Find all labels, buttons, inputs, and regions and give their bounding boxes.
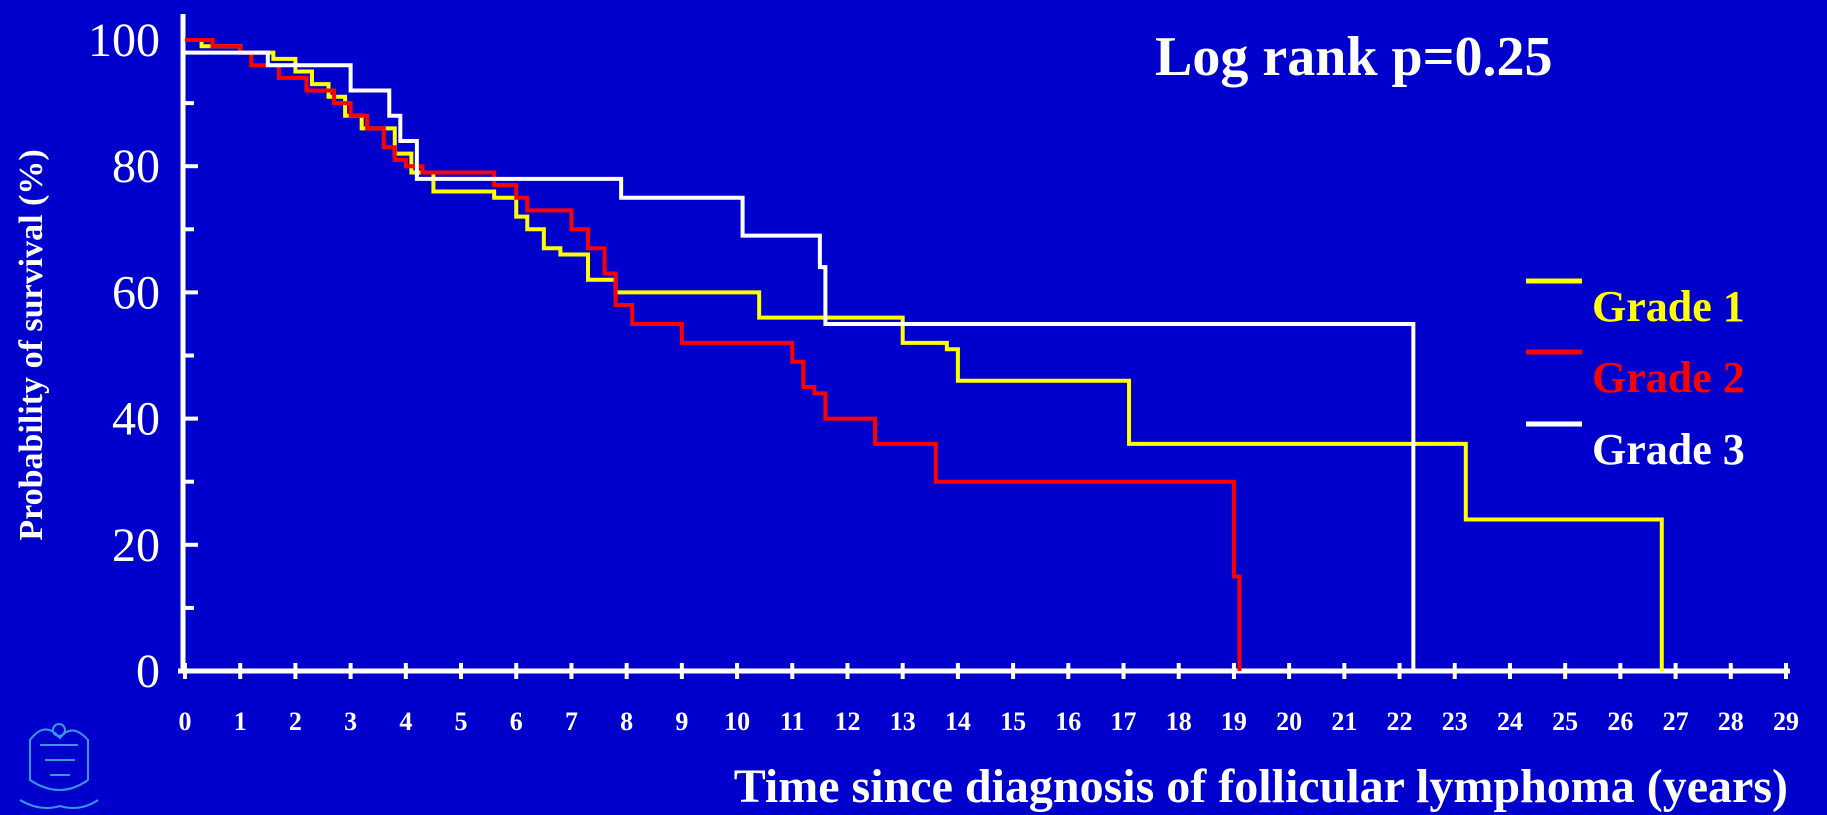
x-tick-label: 24 <box>1497 707 1523 736</box>
x-tick-label: 17 <box>1111 707 1137 736</box>
x-tick-label: 9 <box>675 707 688 736</box>
x-tick-label: 19 <box>1221 707 1247 736</box>
x-tick-label: 22 <box>1387 707 1413 736</box>
x-axis-label: Time since diagnosis of follicular lymph… <box>734 760 1788 813</box>
x-tick-label: 21 <box>1331 707 1357 736</box>
series-line-grade-2 <box>185 38 1242 671</box>
x-axis-ticks: 0 1 2 3 4 5 6 7 8 9 10 11 12 13 14 15 16 17 18 19 20 21 22 23 24… <box>179 663 1799 736</box>
series-lines <box>185 38 1664 671</box>
x-tick-label: 2 <box>289 707 302 736</box>
axes <box>178 14 1790 674</box>
y-tick-label: 0 <box>136 645 160 698</box>
x-tick-label: 20 <box>1276 707 1302 736</box>
x-tick-label: 12 <box>834 707 860 736</box>
x-tick-label: 25 <box>1552 707 1578 736</box>
log-rank-annotation: Log rank p=0.25 <box>1155 26 1553 88</box>
legend: Grade 1 Grade 2 Grade 3 <box>1526 278 1745 474</box>
x-tick-label: 13 <box>890 707 916 736</box>
x-tick-label: 16 <box>1055 707 1081 736</box>
x-tick-label: 11 <box>780 707 805 736</box>
x-tick-label: 29 <box>1773 707 1799 736</box>
legend-label-grade-1: Grade 1 <box>1592 282 1745 331</box>
crest-logo <box>19 723 99 809</box>
x-tick-label: 1 <box>234 707 247 736</box>
series-line-grade-3 <box>185 50 1416 671</box>
y-tick-label: 100 <box>88 14 160 67</box>
x-tick-label: 7 <box>565 707 578 736</box>
x-tick-label: 6 <box>510 707 523 736</box>
y-axis-ticks: 0 20 40 60 80 100 <box>88 14 198 698</box>
x-tick-label: 18 <box>1166 707 1192 736</box>
x-tick-label: 23 <box>1442 707 1468 736</box>
x-tick-label: 3 <box>344 707 357 736</box>
y-tick-label: 60 <box>112 266 160 319</box>
x-tick-label: 14 <box>945 707 971 736</box>
x-tick-label: 15 <box>1000 707 1026 736</box>
x-tick-label: 10 <box>724 707 750 736</box>
x-tick-label: 0 <box>179 707 192 736</box>
x-tick-label: 5 <box>455 707 468 736</box>
x-tick-label: 26 <box>1607 707 1633 736</box>
x-tick-label: 28 <box>1718 707 1744 736</box>
y-tick-label: 40 <box>112 393 160 446</box>
x-tick-label: 27 <box>1663 707 1689 736</box>
y-tick-label: 20 <box>112 519 160 572</box>
y-tick-label: 80 <box>112 140 160 193</box>
y-axis-label: Probability of survival (%) <box>13 149 50 540</box>
x-tick-label: 8 <box>620 707 633 736</box>
x-tick-label: 4 <box>399 707 412 736</box>
legend-label-grade-3: Grade 3 <box>1592 425 1745 474</box>
legend-label-grade-2: Grade 2 <box>1592 353 1745 402</box>
series-line-grade-1 <box>185 38 1664 671</box>
